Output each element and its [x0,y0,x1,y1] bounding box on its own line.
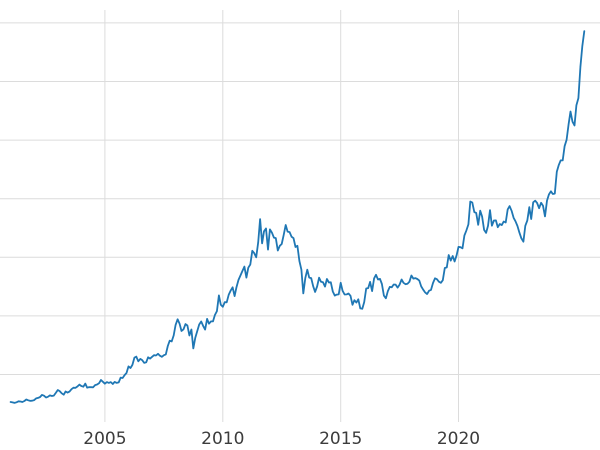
x-tick-label: 2015 [319,429,362,449]
price-series-line [9,30,586,404]
x-tick-label: 2010 [201,429,244,449]
x-tick-label: 2020 [437,429,480,449]
x-tick-label: 2005 [83,429,126,449]
